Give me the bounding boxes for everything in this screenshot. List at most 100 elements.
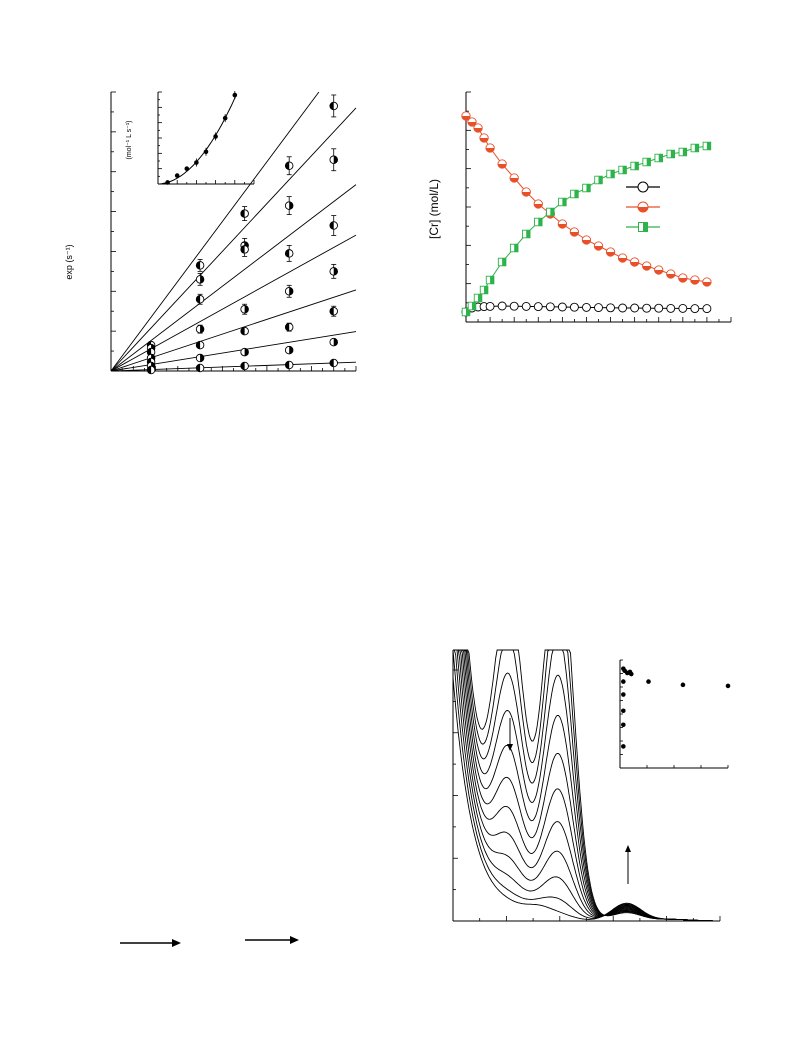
- tl-inset-point: [184, 166, 190, 171]
- tr-data-point-fill: [478, 294, 482, 302]
- tr-data-point-fill: [522, 192, 531, 197]
- tr-data-point-fill: [562, 198, 567, 206]
- tr-data-point-fill: [642, 266, 651, 271]
- tl-data-point-fill: [147, 366, 152, 374]
- tr-data-point-fill: [484, 286, 488, 294]
- tr-data-point: [678, 303, 688, 313]
- br-inset-point: [725, 683, 731, 689]
- tl-data-point-fill: [196, 261, 201, 270]
- tl-data-point-fill: [329, 307, 334, 316]
- tr-data-point: [533, 302, 543, 312]
- tr-data-point: [485, 301, 495, 311]
- br-y-ticks: [453, 669, 458, 922]
- tr-data-point-fill: [526, 230, 531, 238]
- tr-data-point-fill: [646, 158, 651, 166]
- tl-data-point-fill: [200, 354, 204, 362]
- tr-data-point: [557, 302, 567, 312]
- tr-data-point-fill: [670, 150, 675, 158]
- tr-data-point-fill: [514, 244, 518, 252]
- br-spectra-curves: [452, 649, 720, 922]
- tl-data-point-fill: [289, 346, 293, 354]
- chart-concentration-vs-time: [Cr] (mol/L): [427, 91, 732, 323]
- tl-data-point-fill: [285, 161, 290, 170]
- tr-data-point-fill: [538, 218, 543, 226]
- chart-rate-vs-concentration: exp (s⁻¹) (mol⁻¹ L s⁻¹): [64, 91, 357, 375]
- tl-data-point-fill: [329, 221, 334, 230]
- tl-inset-point: [222, 115, 228, 121]
- tl-data-point-fill: [196, 364, 201, 372]
- tl-data-point-fill: [285, 323, 290, 331]
- tr-data-point: [569, 302, 579, 312]
- br-inset-ticks: [619, 659, 729, 769]
- tl-fit-lines: [110, 91, 357, 372]
- tr-data-point-fill: [598, 176, 603, 184]
- tr-data-point-fill: [558, 224, 567, 229]
- tl-data-point-fill: [240, 245, 245, 254]
- tr-legend: [626, 181, 660, 232]
- tr-data-point-fill: [534, 204, 543, 209]
- tl-inset-point: [174, 173, 180, 178]
- tl-data-point-fill: [285, 249, 290, 258]
- tr-series-line: [465, 145, 707, 313]
- tr-data-point-fill: [630, 262, 639, 267]
- tr-data-point: [582, 302, 591, 312]
- tr-data-point: [702, 304, 712, 314]
- legend-entry-green: [626, 222, 660, 232]
- tl-data-point-fill: [333, 267, 338, 276]
- tr-data-point-fill: [473, 128, 483, 133]
- up-arrow-icon: [625, 845, 631, 884]
- tr-data-point-fill: [570, 232, 579, 237]
- right-arrow-icon: [245, 936, 299, 944]
- tl-inset-y-axis-label: (mol⁻¹ L s⁻¹): [126, 120, 133, 159]
- tl-data-point-fill: [244, 348, 249, 356]
- tr-data-point: [630, 303, 640, 313]
- legend-marker-open-circle-icon: [637, 181, 649, 193]
- tr-data-point: [521, 301, 531, 311]
- br-inset-point: [680, 682, 686, 688]
- tr-data-point-fill: [594, 246, 603, 251]
- tr-data-point-fill: [461, 116, 471, 121]
- tr-data-point-fill: [606, 252, 615, 257]
- tr-data-point-fill: [485, 148, 495, 153]
- tr-data-point-fill: [634, 162, 639, 170]
- tr-data-point-fill: [694, 144, 699, 152]
- br-inset-points: [621, 666, 731, 749]
- br-spectrum-curve: [453, 649, 720, 922]
- tl-inset-point: [213, 134, 218, 139]
- tl-inset-point: [165, 180, 170, 185]
- tr-data-point-fill: [586, 184, 591, 192]
- tl-data-point-fill: [329, 102, 334, 110]
- tl-inset-point: [232, 92, 238, 98]
- tr-y-axis-label: [Cr] (mol/L): [427, 179, 441, 239]
- tr-data-point-fill: [654, 270, 663, 275]
- br-inset-point: [621, 722, 626, 728]
- tr-data-point: [545, 302, 555, 312]
- tr-series-line: [465, 115, 707, 283]
- tr-data-point: [594, 303, 603, 313]
- tr-data-point-fill: [678, 278, 688, 283]
- tl-data-point-fill: [329, 359, 334, 367]
- tr-data-point-fill: [467, 122, 477, 127]
- tr-data-point: [606, 303, 615, 313]
- br-spectrum-curve: [453, 649, 720, 922]
- tl-fit-line: [110, 91, 320, 372]
- tl-data-point-fill: [289, 201, 293, 210]
- tr-data-point: [642, 303, 652, 313]
- tr-data-point-fill: [574, 190, 579, 198]
- tl-y-axis-label: exp (s⁻¹): [64, 244, 74, 279]
- tl-inset-ticks: [157, 91, 255, 185]
- br-inset-point: [621, 744, 626, 749]
- br-inset-point: [621, 679, 626, 684]
- tr-data-point-fill: [690, 280, 700, 285]
- tl-data-point-fill: [240, 362, 245, 370]
- tl-inset-point: [203, 149, 209, 155]
- tr-data-point: [618, 303, 628, 313]
- tr-data-point: [666, 303, 676, 313]
- tl-fit-line: [110, 107, 357, 372]
- tr-data-point-fill: [582, 240, 591, 245]
- tr-data-point-fill: [610, 170, 615, 178]
- tl-data-point-fill: [196, 295, 201, 304]
- tl-inset-chart: (mol⁻¹ L s⁻¹): [126, 91, 255, 185]
- tr-data-point-fill: [502, 258, 506, 266]
